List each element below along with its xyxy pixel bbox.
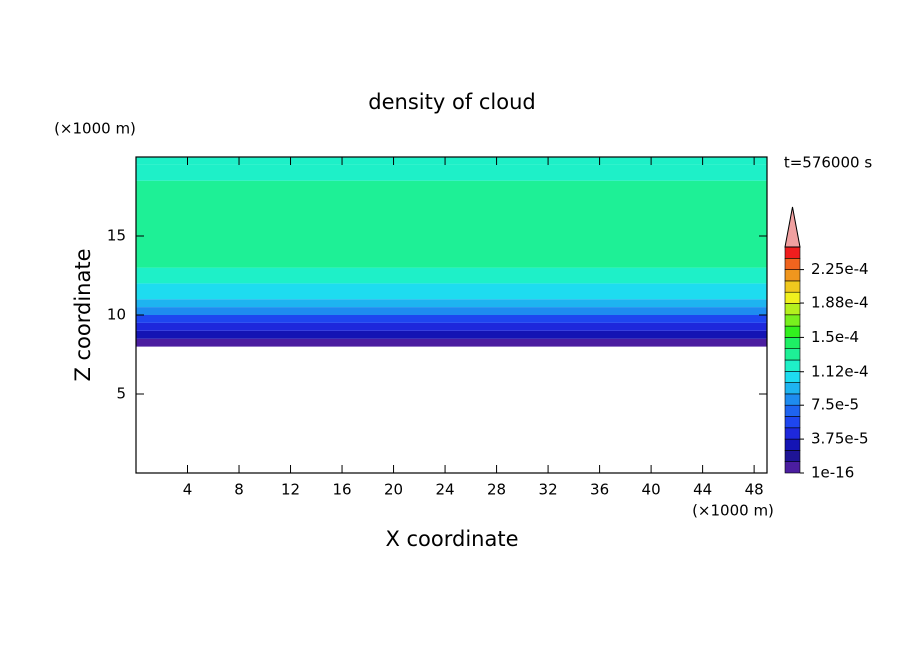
colorbar-swatch (784, 303, 801, 316)
colorbar-tick-label: 7.5e-5 (811, 396, 859, 414)
contour-band (136, 180, 767, 268)
contour-band (136, 307, 767, 315)
colorbar-tick-label: 1.12e-4 (811, 362, 869, 380)
x-tick-label: 32 (539, 481, 558, 499)
colorbar-tick-label: 1.5e-4 (811, 328, 859, 346)
colorbar-swatch (784, 382, 801, 395)
colorbar-swatch (784, 269, 801, 282)
colorbar-swatch (784, 348, 801, 361)
y-tick-label: 10 (107, 306, 126, 324)
colorbar-swatch (784, 359, 801, 372)
x-tick-label: 28 (487, 481, 506, 499)
y-tick-label: 5 (116, 385, 126, 403)
colorbar-swatch (784, 404, 801, 417)
colorbar-tick-label: 3.75e-5 (811, 430, 869, 448)
contour-band (136, 338, 767, 347)
colorbar-swatch (784, 291, 801, 304)
colorbar-tick-label: 1.88e-4 (811, 294, 869, 312)
colorbar-swatch (784, 438, 801, 451)
colorbar-swatch (784, 246, 801, 259)
x-tick-label: 12 (281, 481, 300, 499)
contour-band (136, 299, 767, 308)
colorbar-swatch (784, 314, 801, 327)
contour-band (136, 283, 767, 300)
colorbar-swatch (784, 257, 801, 270)
colorbar-swatch (784, 393, 801, 406)
colorbar-swatch (784, 461, 801, 474)
contour-band (136, 315, 767, 323)
contour-band (136, 322, 767, 331)
x-tick-label: 36 (590, 481, 609, 499)
chart-title: density of cloud (368, 90, 535, 114)
x-tick-label: 4 (183, 481, 193, 499)
contour-band (136, 267, 767, 284)
y-unit: (×1000 m) (54, 120, 136, 138)
colorbar-swatch (784, 280, 801, 293)
y-tick-label: 15 (107, 227, 126, 245)
y-axis-label: Z coordinate (71, 248, 95, 381)
contour-band (136, 157, 767, 165)
colorbar-tick-label: 2.25e-4 (811, 260, 869, 278)
colorbar-extend (784, 206, 801, 248)
colorbar-tick-label: 1e-16 (811, 464, 854, 482)
x-tick-label: 20 (384, 481, 403, 499)
colorbar-swatch (784, 416, 801, 429)
colorbar-swatch (784, 337, 801, 349)
x-unit: (×1000 m) (692, 502, 774, 520)
x-tick-label: 40 (642, 481, 661, 499)
x-axis-label: X coordinate (385, 527, 518, 551)
contour-band (136, 330, 767, 339)
x-tick-label: 48 (745, 481, 764, 499)
colorbar-swatch (784, 325, 801, 338)
x-tick-label: 44 (693, 481, 712, 499)
colorbar-swatch (784, 450, 801, 462)
x-tick-label: 24 (436, 481, 455, 499)
colorbar-swatch (784, 427, 801, 440)
contour-band (136, 164, 767, 181)
colorbar-swatch (784, 370, 801, 383)
time-label: t=576000 s (784, 154, 872, 172)
x-tick-label: 8 (234, 481, 244, 499)
x-tick-label: 16 (332, 481, 351, 499)
